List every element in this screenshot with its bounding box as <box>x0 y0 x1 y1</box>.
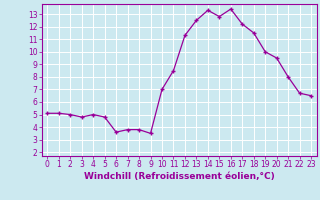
X-axis label: Windchill (Refroidissement éolien,°C): Windchill (Refroidissement éolien,°C) <box>84 172 275 181</box>
